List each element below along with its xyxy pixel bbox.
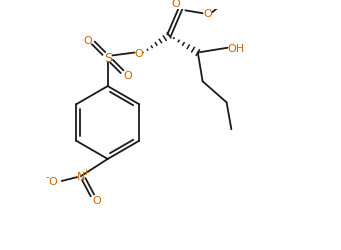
Text: O: O: [83, 36, 92, 46]
Text: N: N: [77, 172, 85, 181]
Text: +: +: [82, 167, 89, 176]
Text: O: O: [203, 9, 212, 19]
Text: O: O: [172, 0, 180, 9]
Text: O: O: [123, 70, 132, 80]
Text: O: O: [134, 48, 143, 58]
Text: O: O: [49, 176, 57, 186]
Text: -: -: [46, 172, 49, 181]
Text: S: S: [104, 52, 112, 64]
Text: O: O: [93, 195, 102, 205]
Text: OH: OH: [227, 44, 245, 54]
